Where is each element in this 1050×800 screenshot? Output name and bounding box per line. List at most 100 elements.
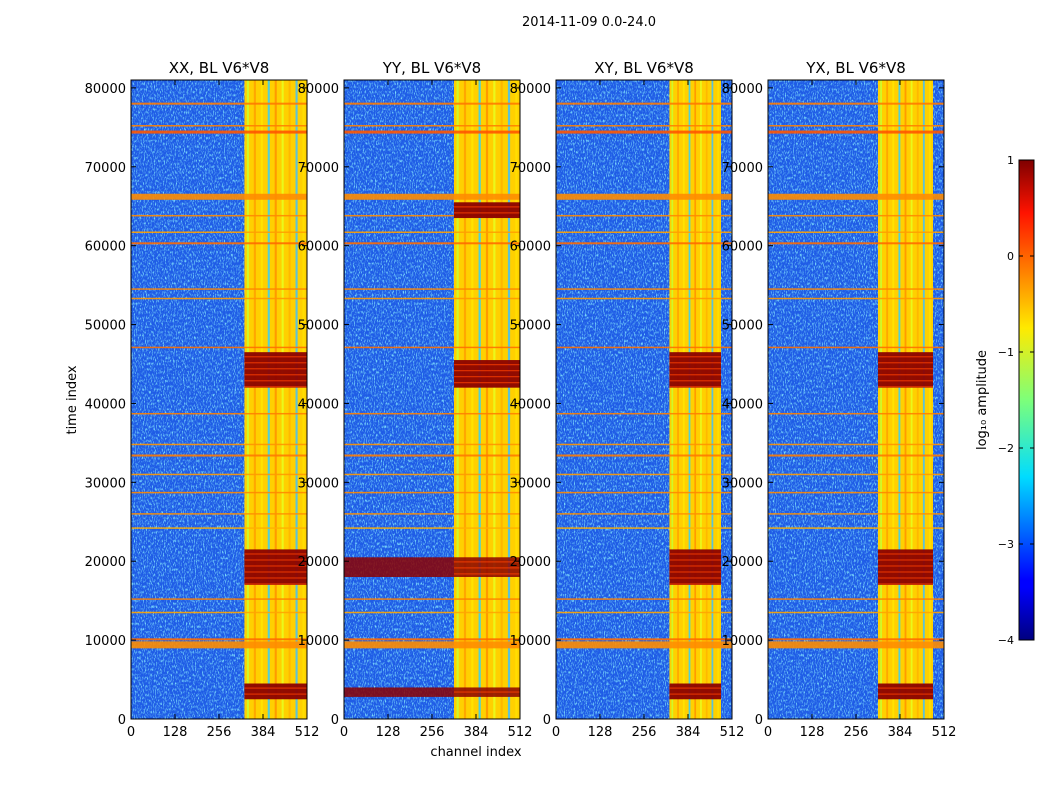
rfi-line [344, 231, 520, 234]
channel-stripe [260, 80, 263, 719]
band-line [454, 561, 520, 563]
rfi-line [768, 611, 944, 614]
strong-band [878, 683, 933, 700]
x-tick-label: 128 [163, 725, 188, 740]
channel-stripe [274, 80, 277, 719]
band-line [244, 693, 307, 695]
rfi-line [131, 641, 307, 649]
band-line [454, 567, 520, 569]
rfi-line [131, 242, 307, 245]
band-line [878, 362, 933, 364]
channel-stripe [700, 80, 702, 719]
x-tick-label: 384 [251, 725, 276, 740]
rfi-line [768, 513, 944, 515]
channel-stripe [485, 80, 489, 719]
x-tick-label: 384 [888, 725, 913, 740]
band-line [669, 565, 721, 567]
y-tick-label: 70000 [510, 161, 551, 176]
x-tick-label: 512 [295, 725, 320, 740]
panel-title: YX, BL V6*V8 [805, 59, 906, 77]
panel-title: XX, BL V6*V8 [169, 59, 270, 77]
band-line [669, 583, 721, 585]
band-line [669, 571, 721, 573]
channel-stripe [886, 80, 889, 719]
channel-stripe [478, 80, 481, 719]
rfi-line [131, 473, 307, 476]
y-tick-label: 60000 [298, 240, 339, 255]
colorbar-tick-label: −4 [998, 634, 1014, 647]
channel-stripe [677, 80, 679, 719]
rfi-line [768, 641, 944, 649]
panel-2: YY, BL V6*V8 0 128 256 384 512 0 10000 20000 3000… [298, 59, 533, 740]
rfi-line [344, 412, 520, 415]
channel-stripe [507, 80, 511, 719]
strong-band [244, 352, 307, 388]
y-tick-label: 10000 [510, 634, 551, 649]
rfi-line [344, 611, 520, 614]
rfi-line [344, 473, 520, 476]
y-tick-label: 80000 [722, 82, 763, 97]
y-tick-label: 30000 [510, 476, 551, 491]
band-line [454, 364, 520, 366]
band-line [878, 386, 933, 388]
band-line [669, 368, 721, 370]
rfi-line [768, 443, 944, 446]
strong-band [454, 202, 520, 219]
rfi-line [131, 231, 307, 234]
rfi-line [131, 491, 307, 494]
channel-stripe [880, 80, 882, 719]
rfi-line [556, 102, 732, 105]
rfi-line [556, 641, 732, 649]
rfi-line [131, 346, 307, 349]
rfi-line [768, 473, 944, 476]
rfi-line [556, 242, 732, 245]
channel-stripe [471, 80, 474, 719]
colorbar-gradient [1018, 159, 1035, 641]
rfi-line [344, 193, 520, 200]
rfi-line [344, 102, 520, 105]
channel-stripe [717, 80, 719, 719]
band-line [244, 559, 307, 561]
rfi-line [344, 527, 520, 529]
rfi-line [768, 527, 944, 529]
band-line [669, 386, 721, 388]
band-line [454, 382, 520, 384]
rfi-line [344, 130, 520, 134]
rfi-line [768, 242, 944, 245]
channel-stripe [253, 80, 256, 719]
rfi-line [768, 214, 944, 217]
channel-stripe [456, 80, 459, 719]
rfi-line [768, 125, 944, 127]
band-line [244, 553, 307, 555]
band-line [878, 356, 933, 358]
x-tick-label: 0 [340, 725, 348, 740]
y-tick-label: 40000 [510, 397, 551, 412]
y-tick-label: 50000 [298, 319, 339, 334]
strong-band [669, 549, 721, 585]
rfi-line [131, 454, 307, 457]
band-line [878, 577, 933, 579]
panels-group: XX, BL V6*V8 0 128 256 384 512 0 10000 20000 3000… [85, 59, 957, 740]
channel-stripe [463, 80, 467, 719]
figure-title: 2014-11-09 0.0-24.0 [522, 15, 656, 30]
panel-2-image [344, 80, 520, 719]
rfi-line [344, 641, 520, 649]
channel-stripe [288, 80, 291, 719]
strong-band [244, 683, 307, 700]
panel-1-image [131, 80, 307, 719]
band-line [454, 376, 520, 378]
band-line [878, 687, 933, 689]
rfi-line [556, 346, 732, 349]
y-tick-label: 10000 [298, 634, 339, 649]
rfi-line [768, 598, 944, 600]
rfi-line [131, 125, 307, 127]
rfi-line [768, 491, 944, 494]
channel-stripe [910, 80, 913, 719]
band-line [878, 380, 933, 382]
rfi-line [556, 297, 732, 300]
band-line [244, 362, 307, 364]
rfi-line [556, 288, 732, 290]
rfi-line [556, 130, 732, 134]
band-line [878, 368, 933, 370]
rfi-line [344, 297, 520, 300]
